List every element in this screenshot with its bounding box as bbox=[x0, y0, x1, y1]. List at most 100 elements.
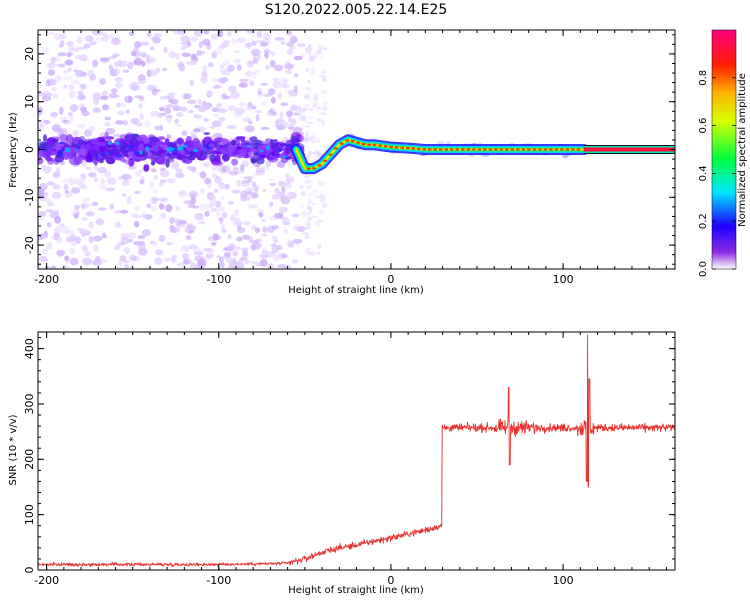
trace-peak-mark bbox=[510, 148, 515, 151]
noise-blob bbox=[129, 31, 135, 37]
noise-blob bbox=[232, 250, 239, 257]
noise-blob bbox=[303, 117, 309, 123]
noise-blob bbox=[150, 240, 155, 245]
noise-blob bbox=[72, 129, 80, 137]
noise-blob bbox=[158, 182, 164, 187]
noise-blob bbox=[305, 235, 309, 239]
noise-blob bbox=[82, 257, 92, 266]
colorbar: 0.0 0.2 0.4 0.6 0.8 Normalized spectral ampl… bbox=[698, 29, 748, 277]
noise-blob bbox=[159, 197, 168, 203]
noise-peak-blob bbox=[133, 150, 139, 156]
noise-blob bbox=[209, 125, 215, 130]
noise-core-blob bbox=[120, 158, 127, 163]
snr-series-line bbox=[38, 334, 675, 568]
noise-blob bbox=[59, 116, 68, 120]
noise-blob bbox=[197, 258, 207, 267]
noise-blob bbox=[138, 103, 143, 109]
noise-core-blob bbox=[85, 143, 91, 152]
noise-blob bbox=[227, 200, 235, 205]
noise-blob bbox=[93, 177, 99, 183]
noise-blob bbox=[202, 102, 211, 111]
noise-blob bbox=[158, 234, 166, 243]
noise-blob bbox=[47, 202, 55, 207]
noise-peak-blob bbox=[127, 145, 134, 149]
noise-blob bbox=[232, 166, 239, 171]
trace-peak-mark bbox=[378, 144, 382, 147]
noise-core-blob bbox=[290, 136, 297, 141]
noise-blob bbox=[168, 51, 177, 59]
noise-blob bbox=[138, 243, 146, 252]
noise-blob bbox=[204, 177, 212, 185]
noise-blob bbox=[271, 193, 281, 200]
noise-blob bbox=[320, 210, 325, 215]
noise-blob bbox=[207, 235, 216, 242]
noise-blob bbox=[180, 106, 188, 112]
noise-blob bbox=[286, 178, 291, 185]
noise-core-blob bbox=[257, 145, 265, 152]
noise-blob bbox=[123, 174, 133, 180]
noise-blob bbox=[287, 48, 294, 56]
noise-blob bbox=[50, 235, 59, 240]
trace-peak-mark bbox=[356, 141, 360, 144]
noise-blob bbox=[147, 31, 152, 38]
noise-blob bbox=[292, 225, 300, 231]
noise-blob bbox=[58, 128, 68, 136]
noise-blob bbox=[242, 234, 250, 240]
noise-blob bbox=[198, 220, 206, 225]
noise-blob bbox=[247, 101, 253, 109]
noise-core-blob bbox=[59, 133, 69, 143]
noise-blob bbox=[308, 116, 314, 119]
noise-blob bbox=[48, 69, 55, 76]
noise-blob bbox=[113, 133, 122, 137]
noise-blob bbox=[296, 43, 306, 47]
noise-blob bbox=[221, 69, 231, 76]
noise-blob bbox=[252, 172, 262, 177]
noise-core-blob bbox=[203, 132, 210, 136]
noise-blob bbox=[290, 104, 298, 112]
noise-blob bbox=[200, 75, 208, 84]
noise-blob bbox=[306, 199, 313, 205]
noise-blob bbox=[286, 191, 296, 200]
noise-blob bbox=[126, 232, 137, 240]
noise-blob bbox=[276, 161, 282, 168]
noise-blob bbox=[318, 193, 324, 200]
noise-core-blob bbox=[127, 151, 134, 157]
noise-blob bbox=[316, 118, 323, 122]
trace-peak-mark bbox=[350, 140, 355, 143]
noise-blob bbox=[159, 167, 166, 172]
noise-core-blob bbox=[208, 151, 216, 157]
noise-blob bbox=[211, 120, 222, 128]
noise-blob bbox=[189, 131, 198, 135]
snr-frame bbox=[37, 331, 676, 571]
noise-blob bbox=[51, 56, 56, 62]
noise-blob bbox=[154, 125, 161, 131]
noise-blob bbox=[56, 249, 66, 256]
noise-blob bbox=[180, 35, 190, 42]
noise-blob bbox=[305, 175, 311, 178]
noise-blob bbox=[183, 93, 192, 100]
noise-blob bbox=[169, 98, 179, 105]
noise-core-blob bbox=[80, 148, 88, 156]
noise-blob bbox=[153, 175, 159, 180]
noise-blob bbox=[193, 56, 198, 63]
trace-peak-mark bbox=[554, 148, 559, 151]
noise-blob bbox=[53, 33, 62, 41]
noise-blob bbox=[245, 42, 252, 47]
noise-blob bbox=[307, 121, 314, 125]
noise-blob bbox=[290, 38, 299, 44]
noise-core-blob bbox=[202, 152, 207, 158]
noise-blob bbox=[53, 227, 61, 235]
colorbar-ticks: 0.0 0.2 0.4 0.6 0.8 bbox=[698, 70, 736, 277]
noise-blob bbox=[190, 134, 198, 139]
noise-blob bbox=[288, 242, 295, 248]
noise-blob bbox=[118, 176, 127, 180]
noise-blob bbox=[162, 95, 171, 100]
noise-blob bbox=[38, 210, 46, 217]
y-tick-label: -10 bbox=[23, 188, 36, 206]
noise-blob bbox=[126, 196, 132, 205]
noise-core-blob bbox=[90, 138, 99, 145]
noise-blob bbox=[284, 69, 292, 75]
noise-blob bbox=[75, 210, 80, 216]
noise-peak-blob bbox=[107, 142, 113, 145]
noise-blob bbox=[158, 203, 165, 210]
